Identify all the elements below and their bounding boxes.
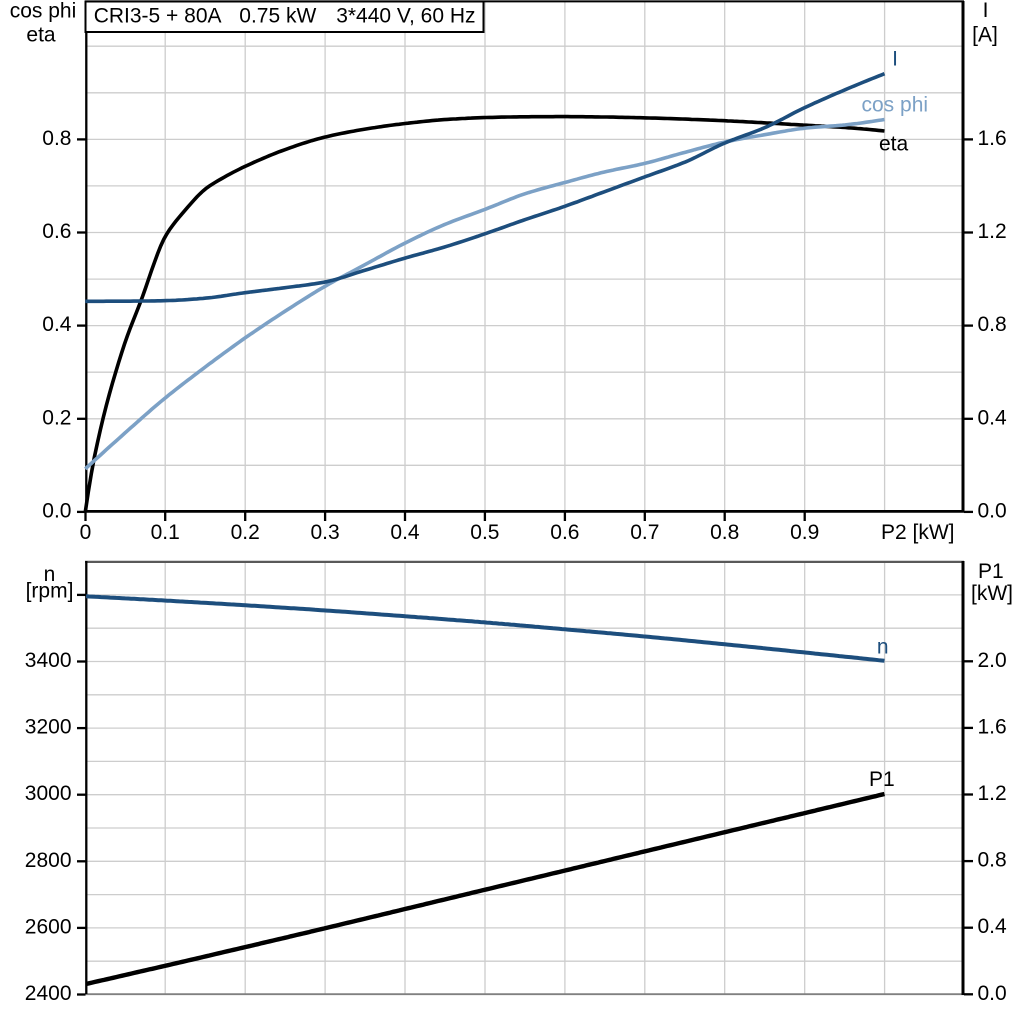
svg-text:eta: eta	[879, 133, 909, 156]
svg-text:0.0: 0.0	[42, 499, 71, 522]
svg-text:cos phi: cos phi	[10, 0, 77, 23]
svg-text:P1: P1	[978, 560, 1004, 583]
svg-text:0.6: 0.6	[550, 521, 579, 544]
svg-text:0.2: 0.2	[231, 521, 260, 544]
svg-text:2800: 2800	[25, 849, 72, 872]
svg-text:1.6: 1.6	[978, 127, 1007, 150]
svg-text:3000: 3000	[25, 782, 72, 805]
svg-text:0.0: 0.0	[978, 499, 1007, 522]
svg-text:eta: eta	[26, 23, 56, 46]
svg-text:0.2: 0.2	[42, 406, 71, 429]
svg-text:0.8: 0.8	[978, 849, 1007, 872]
svg-text:1.2: 1.2	[978, 782, 1007, 805]
svg-text:0.75 kW: 0.75 kW	[239, 5, 316, 28]
svg-text:P2 [kW]: P2 [kW]	[881, 521, 955, 544]
svg-text:[A]: [A]	[972, 23, 998, 46]
svg-text:[kW]: [kW]	[971, 582, 1013, 605]
svg-text:0.5: 0.5	[470, 521, 499, 544]
svg-text:I: I	[983, 0, 989, 22]
svg-text:0.4: 0.4	[978, 406, 1008, 429]
svg-text:0.0: 0.0	[978, 982, 1007, 1005]
svg-text:0.9: 0.9	[790, 521, 819, 544]
svg-text:P1: P1	[869, 768, 895, 791]
svg-text:[rpm]: [rpm]	[26, 580, 74, 603]
svg-text:1.6: 1.6	[978, 715, 1007, 738]
svg-text:0.7: 0.7	[630, 521, 659, 544]
svg-text:cos phi: cos phi	[862, 94, 929, 117]
svg-text:0.8: 0.8	[42, 127, 71, 150]
svg-text:0.1: 0.1	[151, 521, 180, 544]
svg-text:0.4: 0.4	[390, 521, 420, 544]
svg-text:0.6: 0.6	[42, 220, 71, 243]
svg-text:I: I	[892, 48, 898, 71]
svg-text:3*440 V, 60 Hz: 3*440 V, 60 Hz	[336, 5, 475, 28]
svg-text:n: n	[877, 636, 889, 659]
svg-text:0.8: 0.8	[710, 521, 739, 544]
svg-text:1.2: 1.2	[978, 220, 1007, 243]
svg-text:0.8: 0.8	[978, 313, 1007, 336]
svg-text:3400: 3400	[25, 649, 72, 672]
svg-text:2600: 2600	[25, 915, 72, 938]
svg-text:0.4: 0.4	[978, 915, 1008, 938]
svg-text:0.4: 0.4	[42, 313, 72, 336]
svg-text:n: n	[44, 563, 56, 586]
svg-text:0.3: 0.3	[310, 521, 339, 544]
svg-text:3200: 3200	[25, 716, 72, 739]
svg-text:0: 0	[80, 521, 92, 544]
svg-text:2.0: 2.0	[978, 649, 1007, 672]
svg-text:CRI3-5 + 80A: CRI3-5 + 80A	[94, 5, 222, 28]
svg-text:2400: 2400	[25, 982, 72, 1005]
